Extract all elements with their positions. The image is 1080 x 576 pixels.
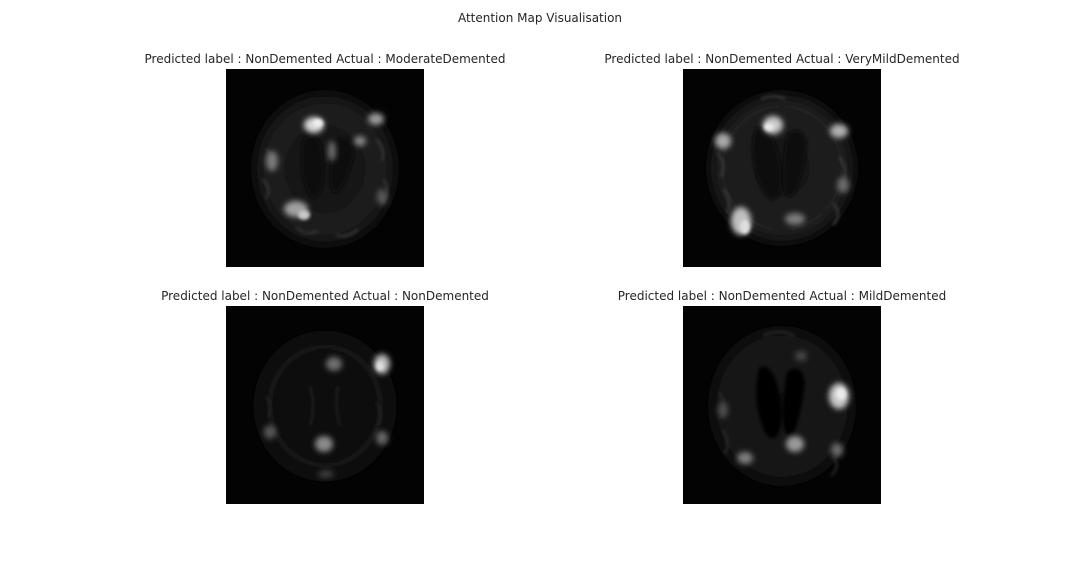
attention-map-image: [226, 69, 424, 267]
panel-title: Predicted label : NonDemented Actual : N…: [161, 289, 489, 303]
panel-title: Predicted label : NonDemented Actual : M…: [144, 52, 506, 66]
panel-title: Predicted label : NonDemented Actual : V…: [604, 52, 960, 66]
attention-map-image: [683, 69, 881, 267]
attention-map-image: [683, 306, 881, 504]
attention-map-image: [226, 306, 424, 504]
panel-title: Predicted label : NonDemented Actual : M…: [617, 289, 947, 303]
figure-title: Attention Map Visualisation: [457, 11, 623, 25]
